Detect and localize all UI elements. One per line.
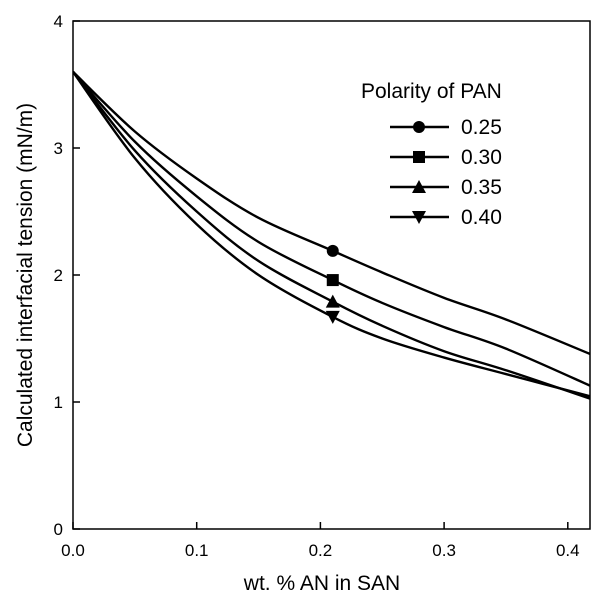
- x-tick-label: 0.4: [556, 541, 580, 560]
- legend-title: Polarity of PAN: [361, 80, 502, 103]
- legend-marker-0.30: [413, 151, 425, 163]
- series-marker-0.30: [326, 274, 339, 287]
- y-tick-label: 0: [54, 520, 63, 539]
- legend-label-0.30: 0.30: [461, 146, 502, 169]
- x-tick-label: 0.1: [185, 541, 209, 560]
- y-tick-label: 4: [54, 12, 63, 31]
- legend-marker-0.35: [412, 180, 426, 193]
- legend-label-0.40: 0.40: [461, 206, 502, 229]
- y-tick-label: 1: [54, 393, 63, 412]
- x-axis-title: wt. % AN in SAN: [243, 572, 400, 595]
- x-tick-label: 0.2: [309, 541, 333, 560]
- series-marker-0.40: [325, 310, 340, 324]
- legend-label-0.25: 0.25: [461, 116, 502, 139]
- y-tick-label: 2: [54, 266, 63, 285]
- y-tick-label: 3: [54, 139, 63, 158]
- series-line-0.30: [73, 71, 590, 387]
- series-marker-0.25: [326, 244, 339, 257]
- series-line-0.40: [73, 71, 590, 398]
- y-axis-title: Calculated interfacial tension (mN/m): [14, 103, 37, 447]
- legend-marker-0.25: [413, 121, 425, 133]
- legend-label-0.35: 0.35: [461, 176, 502, 199]
- x-tick-label: 0.3: [432, 541, 456, 560]
- series-markers: [325, 244, 340, 324]
- legend-marker-0.40: [412, 211, 426, 224]
- x-axis-ticks: 0.0 0.1 0.2 0.3 0.4: [61, 522, 580, 560]
- series-lines: [73, 70, 590, 400]
- series-line-0.35: [73, 71, 590, 400]
- x-tick-label: 0.0: [61, 541, 85, 560]
- series-marker-0.35: [325, 294, 340, 308]
- y-axis-ticks: 0 1 2 3 4: [54, 12, 80, 539]
- legend: Polarity of PAN 0.25 0.30 0.35 0.40: [361, 80, 502, 229]
